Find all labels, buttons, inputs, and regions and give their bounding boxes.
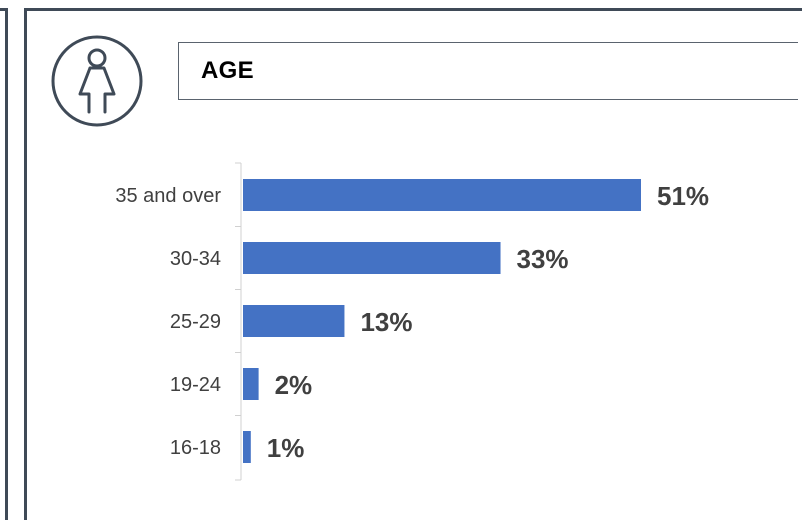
value-label: 13% <box>360 307 412 337</box>
value-label: 1% <box>267 433 305 463</box>
title-box-cut <box>798 42 802 100</box>
category-label: 25-29 <box>170 311 221 333</box>
card-title: AGE <box>201 57 254 84</box>
title-box: AGE <box>178 42 802 100</box>
bar-16-18 <box>243 431 251 463</box>
value-label: 33% <box>517 244 569 274</box>
female-person-icon <box>51 35 143 127</box>
value-label: 51% <box>657 181 709 211</box>
bar-35-and-over <box>243 179 641 211</box>
category-label: 30-34 <box>170 248 221 270</box>
adjacent-panel-edge <box>0 8 8 520</box>
bar-30-34 <box>243 242 501 274</box>
bar-25-29 <box>243 305 345 337</box>
category-label: 19-24 <box>170 374 221 396</box>
category-label: 16-18 <box>170 437 221 459</box>
bar-19-24 <box>243 368 259 400</box>
category-label: 35 and over <box>115 185 221 207</box>
value-label: 2% <box>275 370 313 400</box>
